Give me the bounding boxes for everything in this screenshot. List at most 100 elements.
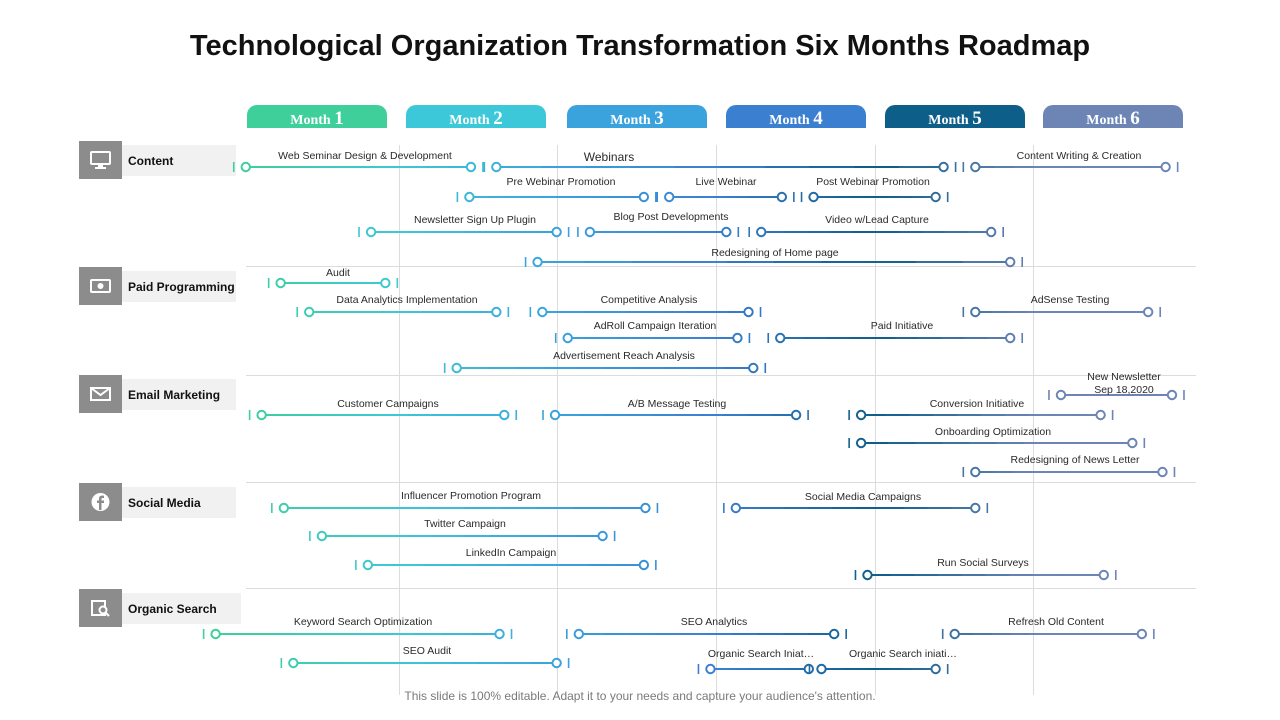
task-start-marker (584, 226, 596, 238)
footer-note: This slide is 100% editable. Adapt it to… (404, 689, 876, 703)
category-label-paid: Paid Programming (122, 271, 236, 302)
task-end-marker (743, 306, 754, 318)
monitor-icon (79, 141, 122, 179)
task-end-marker (776, 191, 788, 203)
month-divider (557, 145, 558, 695)
task-start-marker (855, 437, 867, 449)
task-end-marker (790, 409, 802, 421)
task-start-marker (278, 502, 290, 514)
month-tab-5: Month 5 (885, 105, 1025, 129)
task-label: Newsletter Sign Up Plugin (414, 214, 536, 226)
task-start-marker (573, 628, 585, 640)
task-label: Pre Webinar Promotion (506, 176, 616, 188)
task-start-marker (808, 191, 819, 203)
task-end-marker (1142, 306, 1154, 318)
task-end-marker (494, 628, 505, 640)
task-end-marker (638, 191, 650, 203)
task-start-marker (775, 332, 786, 344)
task-end-marker (551, 226, 562, 238)
task-label: A/B Message Testing (627, 398, 727, 410)
category-label-organic: Organic Search (122, 593, 241, 624)
task-label: Competitive Analysis (600, 294, 698, 306)
task-start-marker (240, 161, 251, 173)
row-divider (246, 482, 1196, 483)
task-start-marker (362, 559, 374, 571)
task-label: Data Analytics Implementation (336, 294, 478, 306)
row-divider (246, 266, 1196, 267)
task-start-marker (1055, 389, 1067, 401)
task-label: Influencer Promotion Program (400, 490, 542, 502)
task-label: Live Webinar (695, 176, 757, 188)
task-label: Keyword Search Optimization (293, 616, 433, 628)
task-end-marker (551, 657, 562, 669)
task-label: Run Social Surveys (937, 557, 1029, 569)
task-label: Web Seminar Design & Development (278, 150, 452, 162)
page-title: Technological Organization Transformatio… (189, 30, 1091, 62)
task-end-marker (638, 559, 650, 571)
task-end-marker (828, 628, 840, 640)
task-start-marker (664, 191, 675, 203)
task-label: Organic Search Iniat… (707, 648, 815, 660)
category-label-social: Social Media (122, 487, 236, 518)
task-start-marker (549, 409, 561, 421)
task-end-marker (380, 277, 391, 289)
task-start-marker (464, 191, 475, 203)
month-prefix: Month (610, 113, 651, 128)
task-label: Advertisement Reach Analysis (553, 350, 695, 362)
task-start-marker (365, 226, 377, 238)
money-icon (79, 267, 122, 305)
task-start-marker (288, 657, 299, 669)
task-end-marker (721, 226, 732, 238)
task-end-marker (748, 362, 759, 374)
month-prefix: Month (449, 113, 490, 128)
task-end-marker (1127, 437, 1138, 449)
month-tab-6: Month 6 (1043, 105, 1183, 129)
task-end-marker (465, 161, 477, 173)
task-label: Customer Campaigns (337, 398, 439, 410)
task-start-marker (562, 332, 573, 344)
month-prefix: Month (769, 113, 810, 128)
task-label: Audit (326, 267, 350, 279)
row-divider (246, 588, 1196, 589)
month-prefix: Month (928, 113, 969, 128)
task-start-marker (537, 306, 548, 318)
task-label: Onboarding Optimization (934, 426, 1052, 438)
task-label: Blog Post Developments (613, 211, 729, 223)
facebook-icon (79, 483, 122, 521)
month-number: 5 (972, 108, 982, 129)
task-start-marker (970, 466, 981, 478)
task-end-marker (930, 663, 941, 675)
task-label: Video w/Lead Capture (825, 214, 929, 226)
task-start-marker (816, 663, 827, 675)
task-end-marker (1098, 569, 1109, 581)
task-end-marker (1095, 409, 1106, 421)
task-start-marker (210, 628, 221, 640)
task-label: Post Webinar Promotion (816, 176, 930, 188)
task-label: Content Writing & Creation (1016, 150, 1142, 162)
month-prefix: Month (1086, 113, 1127, 128)
task-label: SEO Audit (402, 645, 452, 657)
row-divider (246, 375, 1196, 376)
task-end-marker (499, 409, 510, 421)
month-number: 6 (1130, 108, 1140, 129)
task-start-marker (862, 569, 873, 581)
task-start-marker (303, 306, 315, 318)
task-start-marker (756, 226, 767, 238)
task-start-marker (970, 161, 981, 173)
task-label: Twitter Campaign (424, 518, 506, 530)
month-tab-2: Month 2 (406, 105, 546, 129)
task-label: Paid Initiative (870, 320, 934, 332)
task-end-marker (1160, 161, 1171, 173)
task-label: Webinars (583, 150, 635, 164)
category-label-content: Content (122, 145, 236, 176)
month-number: 1 (334, 108, 344, 129)
task-label: AdSense Testing (1030, 294, 1110, 306)
task-label: Organic Search iniati… (849, 648, 957, 660)
task-start-marker (275, 277, 286, 289)
task-end-marker (1136, 628, 1148, 640)
month-divider (1033, 145, 1034, 695)
task-label: Refresh Old Content (1008, 616, 1104, 628)
task-start-marker (491, 161, 502, 173)
task-start-marker (451, 362, 462, 374)
